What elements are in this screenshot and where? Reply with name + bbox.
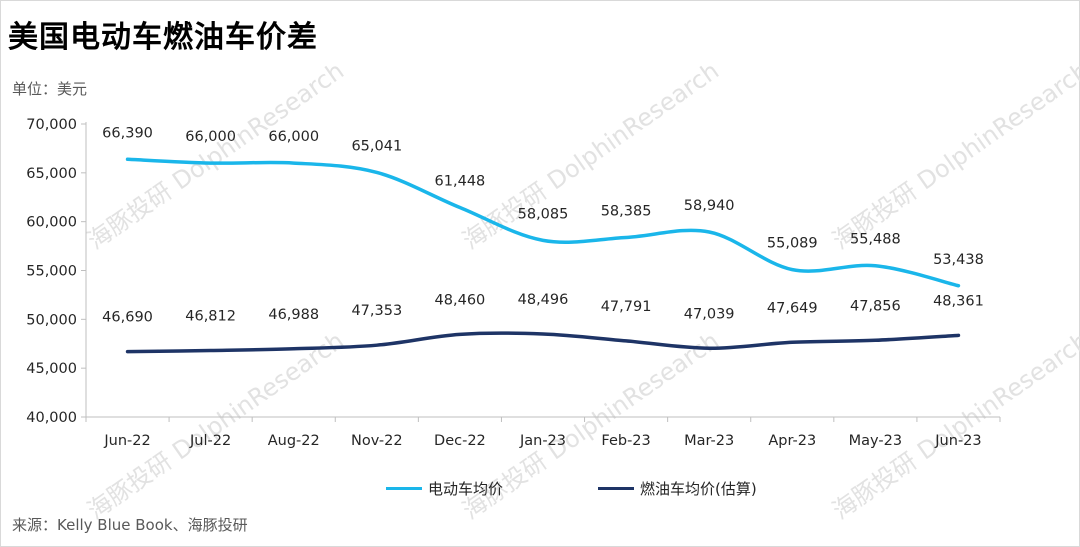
watermark-text: 海豚投研 DolphinResearch [827,57,1080,255]
x-tick-label: Dec-22 [434,433,486,449]
y-tick-label: 60,000 [26,215,77,231]
unit-label: 单位：美元 [12,80,88,98]
y-tick-label: 55,000 [26,264,77,280]
data-label-ice: 47,856 [850,298,901,314]
watermark-text: 海豚投研 DolphinResearch [827,327,1080,525]
chart-title: 美国电动车燃油车价差 [8,20,318,55]
x-tick-label: Nov-22 [351,433,403,449]
y-tick-label: 40,000 [26,410,77,426]
data-label-ev: 65,041 [351,138,402,154]
data-label-ev: 61,448 [435,174,486,190]
data-label-ev: 58,085 [518,206,569,222]
data-label-ev: 58,940 [684,198,735,214]
data-label-ice: 46,812 [185,308,236,324]
y-tick-label: 70,000 [26,117,77,133]
x-tick-label: Apr-23 [768,433,816,449]
data-label-ev: 58,385 [601,203,652,219]
y-tick-label: 65,000 [26,166,77,182]
data-label-ev: 66,390 [102,125,153,141]
data-label-ice: 47,353 [351,303,402,319]
legend-item-ev: 电动车均价 [386,478,503,499]
x-tick-label: Aug-22 [268,433,320,449]
data-label-ice: 48,496 [518,292,569,308]
x-tick-label: May-23 [849,433,902,449]
source-note: 来源：Kelly Blue Book、海豚投研 [12,516,248,534]
x-tick-label: Jun-22 [103,433,150,449]
data-label-ev: 53,438 [933,252,984,268]
data-label-ice: 47,649 [767,300,818,316]
x-tick-label: Mar-23 [684,433,734,449]
data-label-ev: 55,488 [850,232,901,248]
x-tick-label: Feb-23 [601,433,650,449]
x-tick-label: Jul-22 [189,433,231,449]
x-tick-label: Jan-23 [519,433,566,449]
legend-swatch-ev [386,487,422,490]
series-line-ice [125,331,961,354]
data-label-ice: 47,039 [684,306,735,322]
legend-item-ice: 燃油车均价(估算) [598,478,757,499]
data-label-ice: 47,791 [601,299,652,315]
watermark-text: 海豚投研 DolphinResearch [82,57,349,255]
legend-label-ice: 燃油车均价(估算) [640,480,757,498]
y-tick-label: 45,000 [26,361,77,377]
y-tick-label: 50,000 [26,312,77,328]
data-label-ice: 46,988 [268,307,319,323]
data-label-ev: 66,000 [268,129,319,145]
data-label-ice: 46,690 [102,310,153,326]
data-label-ev: 66,000 [185,129,236,145]
legend-swatch-ice [598,487,634,490]
data-label-ice: 48,361 [933,293,984,309]
watermark-text: 海豚投研 DolphinResearch [82,327,349,525]
x-tick-label: Jun-23 [934,433,981,449]
legend-label-ev: 电动车均价 [428,480,504,498]
data-label-ice: 48,460 [435,292,486,308]
data-label-ev: 55,089 [767,236,818,252]
